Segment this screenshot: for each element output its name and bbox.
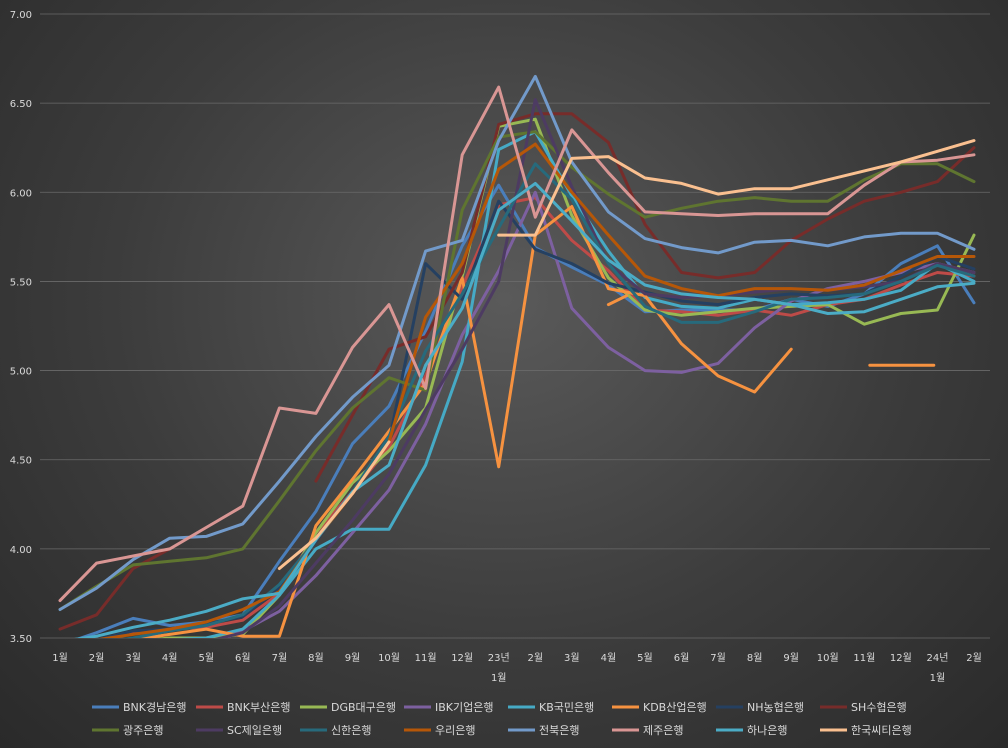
series-line-1 (105, 196, 976, 638)
legend: BNK경남은행 BNK부산은행 DGB대구은행 IBK기업은행 KB국민은행 KDB산업은… (92, 701, 912, 737)
y-tick-label: 5.00 (10, 367, 32, 378)
x-tick-label: 7월 (272, 652, 288, 664)
y-tick-label: 4.50 (10, 456, 32, 467)
legend-label: SC제일은행 (227, 723, 282, 737)
x-tick-label: 2월 (966, 652, 982, 664)
x-tick-label: 1월 (491, 672, 507, 684)
legend-label: DGB대구은행 (331, 701, 396, 714)
legend-item: DGB대구은행 (300, 701, 396, 714)
legend-item: SC제일은행 (196, 723, 282, 737)
x-tick-label: 10월 (378, 652, 400, 664)
x-tick-label: 5월 (637, 652, 653, 664)
plot-area (58, 74, 976, 638)
legend-label: 신한은행 (331, 724, 371, 737)
gridlines (40, 13, 990, 639)
x-tick-label: 10월 (817, 652, 839, 664)
legend-item: BNK부산은행 (196, 701, 290, 714)
x-tick-label: 11월 (853, 652, 875, 664)
legend-label: BNK부산은행 (227, 701, 290, 714)
legend-item: 전북은행 (508, 724, 579, 737)
x-tick-label: 4월 (601, 652, 617, 664)
legend-item: 제주은행 (612, 724, 683, 737)
x-tick-label: 1월 (930, 672, 946, 684)
series-line-13 (58, 85, 976, 603)
legend-label: NH농협은행 (747, 701, 804, 714)
x-tick-label: 1월 (52, 652, 68, 664)
legend-item: KB국민은행 (508, 701, 594, 714)
series-line-15 (277, 139, 976, 570)
legend-label: BNK경남은행 (123, 701, 186, 714)
legend-label: KDB산업은행 (643, 701, 707, 714)
dash-segment (606, 294, 629, 307)
legend-label: 한국씨티은행 (851, 724, 912, 737)
y-axis-tick-labels: 3.50 4.00 4.50 5.00 5.50 6.00 6.50 7.00 (10, 10, 32, 645)
x-tick-label: 3월 (564, 652, 580, 664)
legend-item: BNK경남은행 (92, 701, 186, 714)
x-tick-label: 3월 (125, 652, 141, 664)
legend-label: 광주은행 (123, 724, 163, 737)
y-tick-label: 7.00 (10, 10, 32, 21)
series-line-14 (74, 181, 976, 638)
legend-item: 한국씨티은행 (820, 724, 912, 737)
series-line-11 (98, 142, 976, 638)
legend-label: 전북은행 (539, 724, 579, 737)
series-line-10 (122, 162, 976, 638)
x-tick-label: 6월 (235, 652, 251, 664)
legend-label: SH수협은행 (851, 701, 907, 714)
series-line-7 (58, 112, 976, 631)
legend-item: 하나은행 (716, 723, 787, 737)
series-line-8 (58, 130, 976, 611)
y-tick-label: 3.50 (10, 634, 32, 645)
x-tick-label: 12월 (451, 652, 473, 664)
legend-item: 광주은행 (92, 724, 163, 737)
x-tick-label: 23년 (488, 652, 510, 664)
legend-item: 신한은행 (300, 724, 371, 737)
x-tick-label: 5월 (198, 652, 214, 664)
x-tick-label: 7월 (710, 652, 726, 664)
legend-label: IBK기업은행 (435, 701, 493, 714)
x-tick-label: 12월 (890, 652, 912, 664)
legend-item: KDB산업은행 (612, 701, 707, 714)
x-tick-label: 8월 (747, 652, 763, 664)
x-tick-label: 2월 (89, 652, 105, 664)
legend-item: SH수협은행 (820, 701, 907, 714)
x-axis-tick-labels: 1월 2월 3월 4월 5월 6월 7월 8월 9월 10월 11월 12월 23년 1월 2월 3월 4월 5월… (52, 652, 982, 684)
series-line-6 (97, 199, 976, 638)
series-line-0 (76, 183, 976, 638)
y-tick-label: 4.00 (10, 545, 32, 556)
legend-label: 하나은행 (747, 723, 787, 737)
series-line-9 (214, 98, 976, 638)
x-tick-label: 11월 (415, 652, 437, 664)
x-tick-label: 9월 (345, 652, 361, 664)
series-line-3 (220, 190, 976, 638)
legend-label: KB국민은행 (539, 701, 594, 714)
legend-item: 우리은행 (404, 724, 475, 737)
legend-item: IBK기업은행 (404, 701, 493, 714)
y-tick-label: 6.50 (10, 99, 32, 110)
y-tick-label: 6.00 (10, 188, 32, 199)
x-tick-label: 24년 (926, 652, 948, 664)
x-tick-label: 9월 (783, 652, 799, 664)
x-tick-label: 2월 (527, 652, 543, 664)
series-line-4 (175, 130, 976, 638)
x-tick-label: 4월 (162, 652, 178, 664)
legend-label: 우리은행 (435, 724, 475, 737)
legend-label: 제주은행 (643, 724, 683, 737)
x-tick-label: 8월 (308, 652, 324, 664)
y-tick-label: 5.50 (10, 277, 32, 288)
legend-item: NH농협은행 (716, 701, 804, 714)
series-line-12 (58, 74, 976, 611)
x-tick-label: 6월 (674, 652, 690, 664)
